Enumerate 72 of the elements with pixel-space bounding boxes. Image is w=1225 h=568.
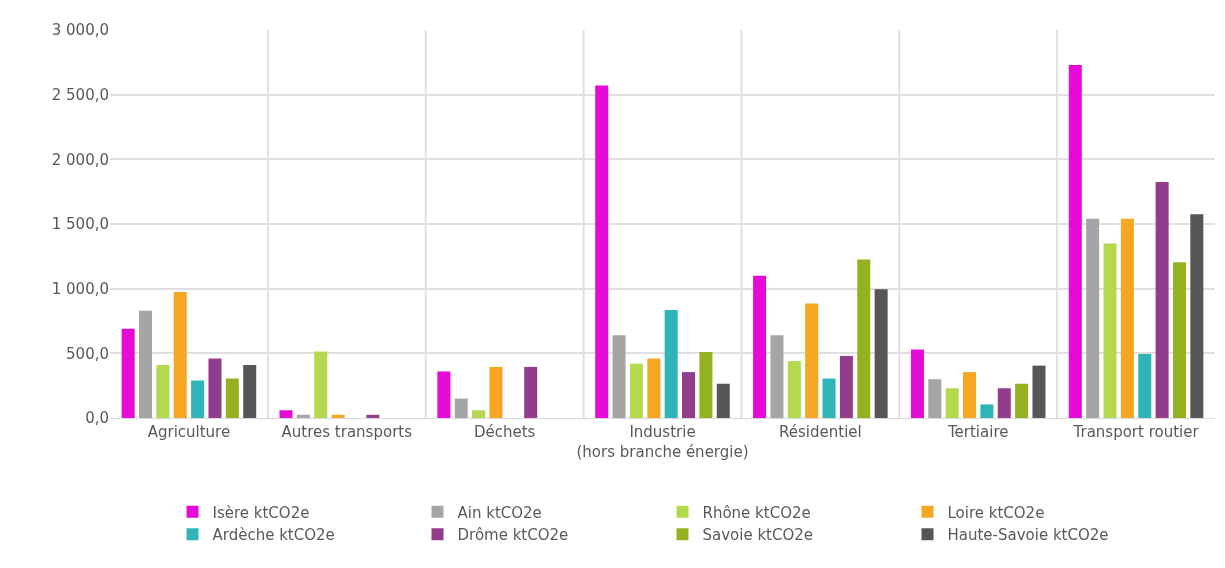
- bar: [1103, 243, 1117, 418]
- x-tick-label: Transport routier: [1072, 423, 1200, 441]
- y-tick-label: 500,0: [66, 344, 109, 363]
- y-tick-label: 1 000,0: [51, 279, 109, 298]
- bar: [629, 363, 643, 418]
- x-tick-label: Industrie (hors branche énergie): [576, 423, 749, 461]
- bar: [699, 352, 713, 418]
- legend-label: Ardèche ktCO2e: [212, 526, 335, 545]
- legend-label: Loire ktCO2e: [947, 503, 1045, 522]
- bar: [243, 364, 257, 418]
- y-tick-label: 3 000,0: [51, 21, 109, 40]
- bar: [472, 410, 486, 418]
- bar: [980, 404, 994, 418]
- bar: [1190, 214, 1204, 418]
- bar: [173, 291, 187, 418]
- bar: [489, 366, 503, 418]
- bar: [366, 414, 380, 418]
- legend-label: Haute-Savoie ktCO2e: [947, 526, 1109, 545]
- x-tick-label: Agriculture: [147, 423, 231, 441]
- bar: [1155, 181, 1169, 418]
- bar: [1015, 383, 1029, 418]
- bar: [331, 414, 345, 418]
- bar: [296, 414, 310, 418]
- bar: [770, 335, 784, 418]
- legend-label: Rhône ktCO2e: [702, 503, 811, 522]
- x-tick-label: Déchets: [473, 423, 536, 441]
- bar: [612, 335, 626, 418]
- bar: [437, 371, 451, 418]
- bar: [945, 388, 959, 418]
- bar: [156, 364, 170, 418]
- bar: [753, 275, 767, 418]
- bar: [121, 328, 135, 418]
- bar: [805, 303, 819, 418]
- bar: [997, 388, 1011, 418]
- legend-label: Savoie ktCO2e: [702, 526, 814, 545]
- legend-label: Drôme ktCO2e: [457, 526, 569, 545]
- bar: [839, 355, 853, 418]
- bar: [191, 380, 205, 418]
- bar: [928, 379, 942, 418]
- y-tick-label: 1 500,0: [51, 215, 109, 234]
- bar: [139, 310, 153, 418]
- bar: [963, 372, 977, 418]
- bar: [1068, 64, 1082, 418]
- bar: [595, 85, 609, 418]
- bar: [682, 372, 696, 418]
- bar: [664, 310, 678, 418]
- bar: [225, 378, 239, 418]
- bar: [1086, 218, 1100, 418]
- bar: [524, 366, 538, 418]
- bar: [1138, 353, 1152, 418]
- x-tick-label: Autres transports: [281, 423, 413, 441]
- y-tick-label: 0,0: [85, 409, 109, 428]
- bar: [314, 351, 328, 418]
- bar: [279, 410, 293, 418]
- bar: [647, 358, 661, 418]
- x-tick-label: Tertiaire: [946, 423, 1009, 441]
- bar: [857, 259, 871, 418]
- y-tick-label: 2 000,0: [51, 150, 109, 169]
- legend-label: Isère ktCO2e: [212, 503, 310, 522]
- y-tick-label: 2 500,0: [51, 85, 109, 104]
- bar: [716, 383, 730, 418]
- bar: [822, 378, 836, 418]
- bar: [208, 358, 222, 418]
- bar: [874, 289, 888, 418]
- bar: [787, 361, 801, 418]
- legend-label: Ain ktCO2e: [457, 503, 542, 522]
- bar: [910, 349, 924, 418]
- x-tick-label: Résidentiel: [779, 423, 862, 441]
- bar: [1120, 218, 1134, 418]
- bar: [1172, 262, 1186, 418]
- bar: [1032, 365, 1046, 418]
- bar: [454, 398, 468, 418]
